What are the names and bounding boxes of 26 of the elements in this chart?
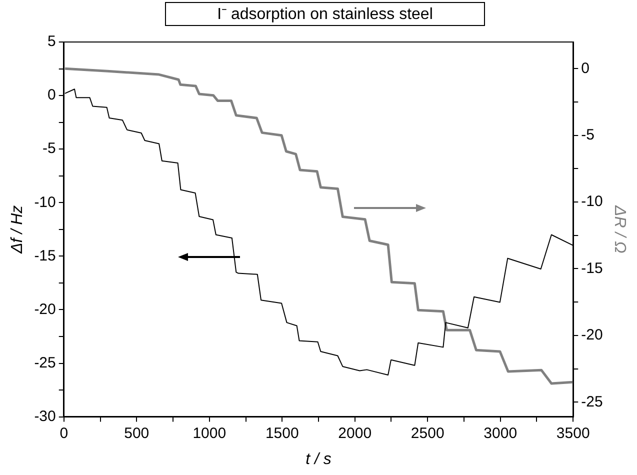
- y-tick-label: -10: [34, 194, 56, 211]
- y2-tick-label: -10: [581, 193, 603, 210]
- x-axis-title: t / s: [306, 450, 332, 468]
- y-tick-label: -5: [42, 140, 56, 158]
- x-tick-label: 2500: [410, 424, 444, 442]
- y-tick-label: 0: [48, 86, 56, 104]
- y2-tick-label: -5: [581, 126, 594, 144]
- x-tick-label: 2000: [338, 424, 372, 442]
- x-tick-label: 1000: [192, 424, 226, 442]
- y-tick-label: -20: [34, 300, 56, 318]
- x-tick-label: 3000: [484, 424, 518, 442]
- y2-tick-label: -25: [581, 393, 603, 410]
- y2-tick-label: 0: [581, 60, 590, 77]
- y2-tick-label: -20: [581, 326, 603, 344]
- x-tick-label: 500: [124, 424, 150, 442]
- y-tick-label: -15: [34, 247, 56, 264]
- y-tick-label: -30: [34, 408, 56, 425]
- x-tick-label: 0: [60, 424, 68, 442]
- y-tick-label: -25: [34, 354, 56, 372]
- x-tick-label: 1500: [265, 424, 299, 442]
- chart-title: I⁻ adsorption on stainless steel: [165, 2, 485, 26]
- y2-tick-label: -15: [581, 260, 603, 277]
- y-axis-title: Δf / Hz: [9, 205, 26, 254]
- y2-axis-title: ΔR / Ω: [610, 204, 628, 254]
- x-tick-label: 3500: [556, 424, 590, 442]
- y-tick-label: 5: [48, 33, 56, 50]
